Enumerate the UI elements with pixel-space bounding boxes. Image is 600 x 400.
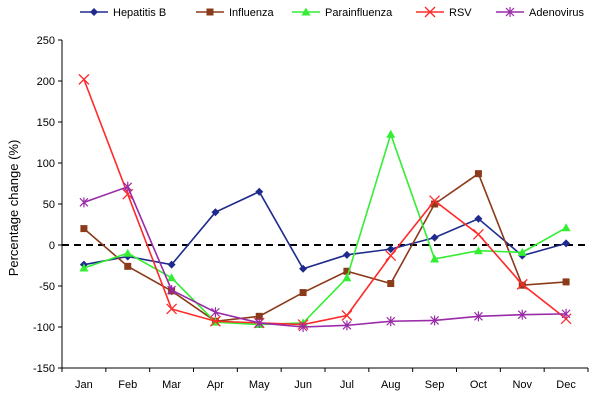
data-point	[473, 246, 483, 255]
data-point	[561, 223, 571, 232]
data-point	[386, 316, 396, 327]
data-point	[387, 280, 395, 288]
y-tick-label: 200	[37, 76, 55, 88]
y-axis-label: Percentage change (%)	[6, 140, 21, 277]
x-tick-label: May	[249, 379, 270, 391]
legend-marker	[505, 7, 515, 17]
data-point	[431, 200, 439, 208]
data-point	[386, 245, 395, 254]
x-tick-label: Jan	[75, 379, 93, 391]
data-point	[254, 317, 264, 328]
data-point	[210, 307, 220, 318]
series-parainfluenza	[79, 129, 571, 329]
y-tick-label: -150	[33, 363, 55, 375]
x-tick-label: Nov	[512, 379, 532, 391]
y-tick-label: 100	[37, 158, 55, 170]
series-line	[83, 185, 567, 328]
data-point	[385, 250, 397, 262]
data-point	[343, 267, 351, 275]
data-point	[123, 181, 133, 192]
series-group	[78, 73, 572, 332]
data-point	[299, 264, 308, 273]
data-point	[342, 320, 352, 331]
data-point	[79, 197, 89, 208]
legend-marker	[90, 8, 98, 16]
data-point	[562, 239, 571, 248]
y-tick-label: -100	[33, 322, 55, 334]
legend-entry: Influenza	[196, 7, 275, 19]
y-tick-label: 50	[43, 199, 55, 211]
y-tick-label: 150	[37, 117, 55, 129]
data-point	[255, 312, 263, 320]
x-tick-label: Dec	[556, 379, 576, 391]
data-point	[166, 303, 178, 315]
data-point	[124, 262, 132, 270]
legend-marker	[301, 7, 311, 16]
legend-entry: Hepatitis B	[80, 7, 166, 19]
data-point	[517, 309, 527, 320]
data-point	[386, 129, 396, 138]
series-line	[83, 131, 567, 326]
data-point	[561, 308, 571, 319]
y-tick-label: 0	[49, 240, 55, 252]
series-line	[83, 172, 567, 323]
legend-entry: Parainfluenza	[292, 7, 393, 19]
data-point	[211, 208, 220, 217]
legend-marker	[206, 8, 214, 16]
y-tick-label: 250	[37, 35, 55, 47]
data-point	[209, 315, 221, 327]
x-tick-label: Oct	[470, 379, 487, 391]
data-point	[167, 285, 177, 296]
data-point	[430, 233, 439, 242]
legend-label: Hepatitis B	[113, 7, 166, 19]
data-point	[430, 315, 440, 326]
data-point	[430, 254, 440, 263]
data-point	[298, 322, 308, 332]
legend-label: Adenovirus	[529, 7, 585, 19]
axes: 250 200 150 100 50 0 -50 -100 -150 Jan Feb Mar Apr Ma…	[33, 35, 589, 391]
legend-label: Influenza	[229, 7, 275, 19]
data-point	[123, 248, 133, 257]
series-rsv	[78, 73, 572, 330]
x-tick-label: Aug	[381, 379, 401, 391]
data-point	[474, 170, 482, 178]
series-adenovirus	[79, 181, 571, 332]
data-point	[342, 250, 351, 259]
data-point	[78, 73, 90, 85]
legend-entry: Adenovirus	[496, 7, 585, 19]
series-line	[83, 190, 567, 270]
data-point	[255, 187, 264, 196]
x-tick-label: Feb	[118, 379, 137, 391]
legend-marker	[424, 6, 436, 18]
y-tick-label: -50	[39, 281, 55, 293]
data-point	[517, 247, 527, 256]
series-line	[83, 79, 567, 326]
legend: Hepatitis B Influenza Parainfluenza RSV Aden…	[80, 6, 585, 19]
data-point	[167, 260, 176, 269]
data-point	[80, 225, 88, 233]
x-tick-label: Apr	[207, 379, 224, 391]
data-point	[299, 289, 307, 297]
data-point	[473, 311, 483, 322]
data-point	[79, 263, 89, 272]
data-point	[472, 228, 484, 240]
data-point	[516, 278, 528, 290]
data-point	[167, 273, 177, 282]
x-tick-label: Mar	[162, 379, 181, 391]
legend-entry: RSV	[416, 6, 472, 19]
legend-label: Parainfluenza	[325, 7, 393, 19]
x-tick-label: Jul	[340, 379, 354, 391]
x-tick-label: Sep	[425, 379, 445, 391]
x-tick-label: Jun	[294, 379, 312, 391]
data-point	[562, 278, 570, 286]
series-hepatitis-b	[79, 187, 571, 273]
data-point	[429, 195, 441, 207]
data-point	[474, 214, 483, 223]
data-point	[341, 310, 353, 321]
data-point	[342, 273, 352, 282]
legend-label: RSV	[449, 7, 472, 19]
